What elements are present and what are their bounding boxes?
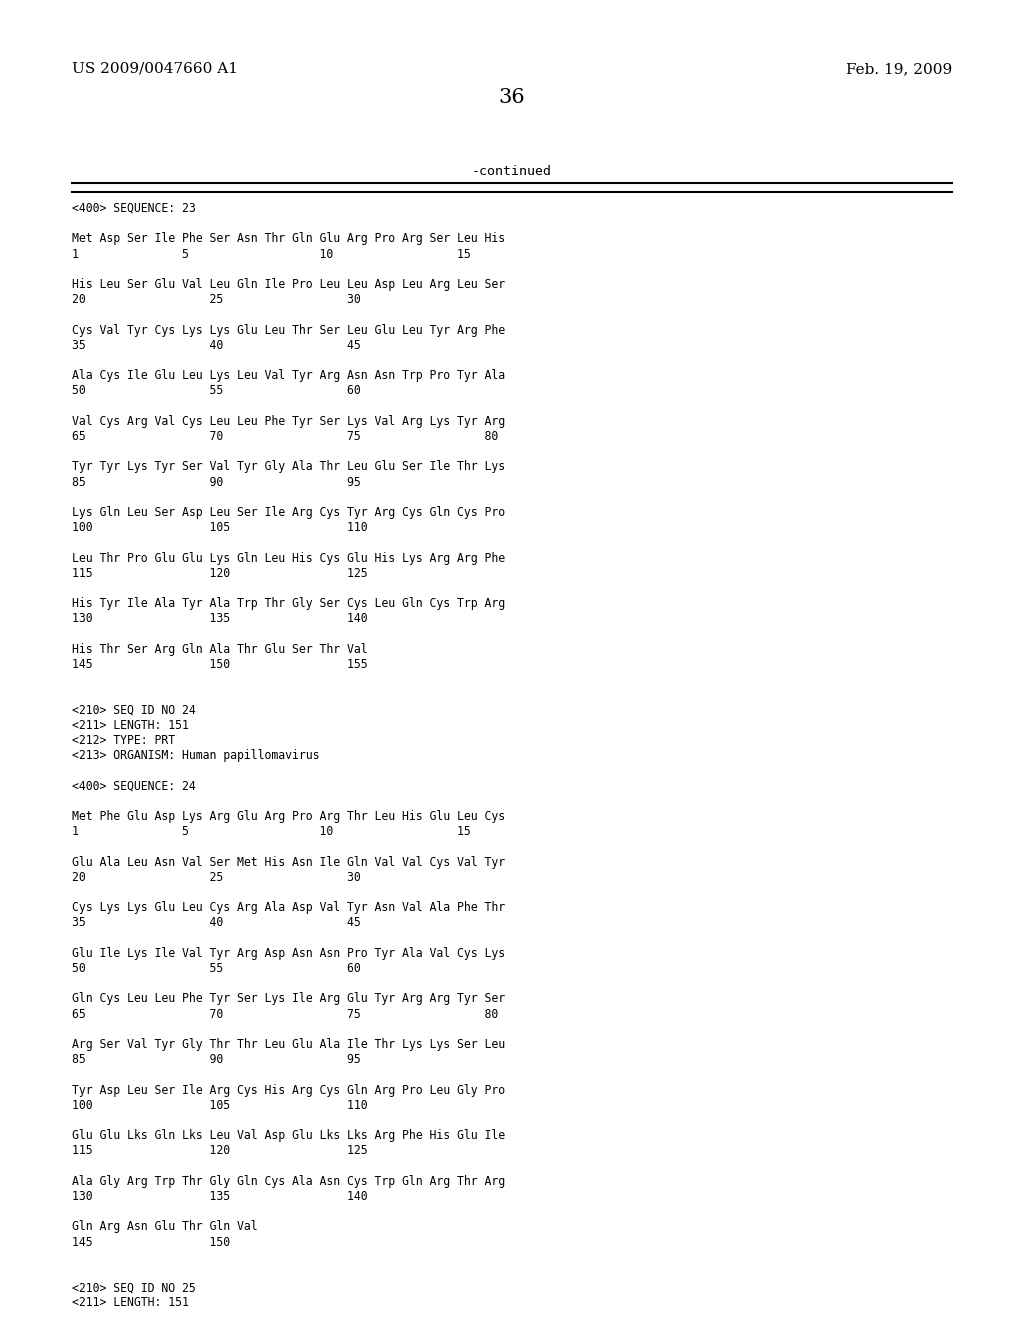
Text: 50                  55                  60: 50 55 60 [72, 384, 360, 397]
Text: 36: 36 [499, 88, 525, 107]
Text: US 2009/0047660 A1: US 2009/0047660 A1 [72, 62, 238, 77]
Text: Ala Cys Ile Glu Leu Lys Leu Val Tyr Arg Asn Asn Trp Pro Tyr Ala: Ala Cys Ile Glu Leu Lys Leu Val Tyr Arg … [72, 370, 505, 383]
Text: 20                  25                  30: 20 25 30 [72, 293, 360, 306]
Text: 115                 120                 125: 115 120 125 [72, 566, 368, 579]
Text: 130                 135                 140: 130 135 140 [72, 612, 368, 626]
Text: 50                  55                  60: 50 55 60 [72, 962, 360, 975]
Text: 145                 150                 155: 145 150 155 [72, 657, 368, 671]
Text: 65                  70                  75                  80: 65 70 75 80 [72, 1007, 499, 1020]
Text: <213> ORGANISM: Human papillomavirus: <213> ORGANISM: Human papillomavirus [72, 750, 319, 762]
Text: 130                 135                 140: 130 135 140 [72, 1191, 368, 1203]
Text: His Tyr Ile Ala Tyr Ala Trp Thr Gly Ser Cys Leu Gln Cys Trp Arg: His Tyr Ile Ala Tyr Ala Trp Thr Gly Ser … [72, 597, 505, 610]
Text: Feb. 19, 2009: Feb. 19, 2009 [846, 62, 952, 77]
Text: 1               5                   10                  15: 1 5 10 15 [72, 248, 471, 260]
Text: 1               5                   10                  15: 1 5 10 15 [72, 825, 471, 838]
Text: 100                 105                 110: 100 105 110 [72, 1098, 368, 1111]
Text: 115                 120                 125: 115 120 125 [72, 1144, 368, 1158]
Text: <210> SEQ ID NO 24: <210> SEQ ID NO 24 [72, 704, 196, 717]
Text: His Leu Ser Glu Val Leu Gln Ile Pro Leu Leu Asp Leu Arg Leu Ser: His Leu Ser Glu Val Leu Gln Ile Pro Leu … [72, 279, 505, 290]
Text: <211> LENGTH: 151: <211> LENGTH: 151 [72, 719, 188, 731]
Text: Val Cys Arg Val Cys Leu Leu Phe Tyr Ser Lys Val Arg Lys Tyr Arg: Val Cys Arg Val Cys Leu Leu Phe Tyr Ser … [72, 414, 505, 428]
Text: Arg Ser Val Tyr Gly Thr Thr Leu Glu Ala Ile Thr Lys Lys Ser Leu: Arg Ser Val Tyr Gly Thr Thr Leu Glu Ala … [72, 1038, 505, 1051]
Text: 20                  25                  30: 20 25 30 [72, 871, 360, 884]
Text: <212> TYPE: PRT: <212> TYPE: PRT [72, 734, 175, 747]
Text: Gln Cys Leu Leu Phe Tyr Ser Lys Ile Arg Glu Tyr Arg Arg Tyr Ser: Gln Cys Leu Leu Phe Tyr Ser Lys Ile Arg … [72, 993, 505, 1006]
Text: Ala Gly Arg Trp Thr Gly Gln Cys Ala Asn Cys Trp Gln Arg Thr Arg: Ala Gly Arg Trp Thr Gly Gln Cys Ala Asn … [72, 1175, 505, 1188]
Text: 100                 105                 110: 100 105 110 [72, 521, 368, 535]
Text: Tyr Asp Leu Ser Ile Arg Cys His Arg Cys Gln Arg Pro Leu Gly Pro: Tyr Asp Leu Ser Ile Arg Cys His Arg Cys … [72, 1084, 505, 1097]
Text: 85                  90                  95: 85 90 95 [72, 475, 360, 488]
Text: Cys Lys Lys Glu Leu Cys Arg Ala Asp Val Tyr Asn Val Ala Phe Thr: Cys Lys Lys Glu Leu Cys Arg Ala Asp Val … [72, 902, 505, 915]
Text: <210> SEQ ID NO 25: <210> SEQ ID NO 25 [72, 1282, 196, 1294]
Text: 65                  70                  75                  80: 65 70 75 80 [72, 430, 499, 444]
Text: Lys Gln Leu Ser Asp Leu Ser Ile Arg Cys Tyr Arg Cys Gln Cys Pro: Lys Gln Leu Ser Asp Leu Ser Ile Arg Cys … [72, 506, 505, 519]
Text: 145                 150: 145 150 [72, 1236, 230, 1249]
Text: <400> SEQUENCE: 24: <400> SEQUENCE: 24 [72, 780, 196, 792]
Text: 85                  90                  95: 85 90 95 [72, 1053, 360, 1067]
Text: Tyr Tyr Lys Tyr Ser Val Tyr Gly Ala Thr Leu Glu Ser Ile Thr Lys: Tyr Tyr Lys Tyr Ser Val Tyr Gly Ala Thr … [72, 461, 505, 474]
Text: 35                  40                  45: 35 40 45 [72, 339, 360, 352]
Text: -continued: -continued [472, 165, 552, 178]
Text: 35                  40                  45: 35 40 45 [72, 916, 360, 929]
Text: Cys Val Tyr Cys Lys Lys Glu Leu Thr Ser Leu Glu Leu Tyr Arg Phe: Cys Val Tyr Cys Lys Lys Glu Leu Thr Ser … [72, 323, 505, 337]
Text: Gln Arg Asn Glu Thr Gln Val: Gln Arg Asn Glu Thr Gln Val [72, 1221, 258, 1233]
Text: Glu Ala Leu Asn Val Ser Met His Asn Ile Gln Val Val Cys Val Tyr: Glu Ala Leu Asn Val Ser Met His Asn Ile … [72, 855, 505, 869]
Text: Glu Glu Lks Gln Lks Leu Val Asp Glu Lks Lks Arg Phe His Glu Ile: Glu Glu Lks Gln Lks Leu Val Asp Glu Lks … [72, 1129, 505, 1142]
Text: Leu Thr Pro Glu Glu Lys Gln Leu His Cys Glu His Lys Arg Arg Phe: Leu Thr Pro Glu Glu Lys Gln Leu His Cys … [72, 552, 505, 565]
Text: Met Phe Glu Asp Lys Arg Glu Arg Pro Arg Thr Leu His Glu Leu Cys: Met Phe Glu Asp Lys Arg Glu Arg Pro Arg … [72, 810, 505, 822]
Text: His Thr Ser Arg Gln Ala Thr Glu Ser Thr Val: His Thr Ser Arg Gln Ala Thr Glu Ser Thr … [72, 643, 368, 656]
Text: <211> LENGTH: 151: <211> LENGTH: 151 [72, 1296, 188, 1309]
Text: <400> SEQUENCE: 23: <400> SEQUENCE: 23 [72, 202, 196, 215]
Text: Glu Ile Lys Ile Val Tyr Arg Asp Asn Asn Pro Tyr Ala Val Cys Lys: Glu Ile Lys Ile Val Tyr Arg Asp Asn Asn … [72, 946, 505, 960]
Text: Met Asp Ser Ile Phe Ser Asn Thr Gln Glu Arg Pro Arg Ser Leu His: Met Asp Ser Ile Phe Ser Asn Thr Gln Glu … [72, 232, 505, 246]
